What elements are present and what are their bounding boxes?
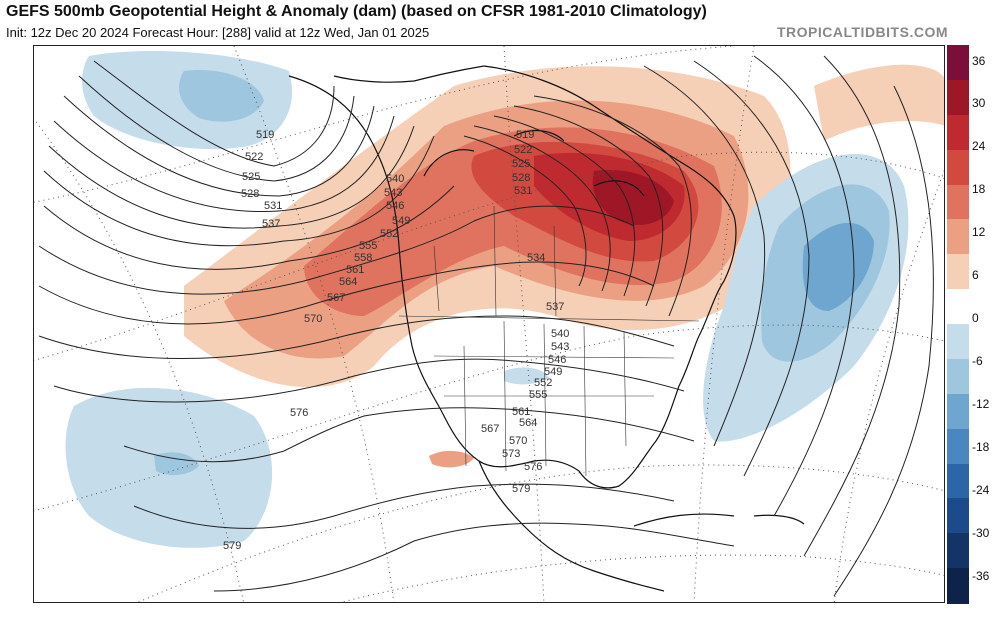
colorbar-label: -30 <box>972 526 990 540</box>
contour-label: 561 <box>346 264 364 276</box>
colorbar-segment <box>947 463 969 499</box>
contour-label: 537 <box>262 218 280 230</box>
contour-label: 555 <box>359 240 377 252</box>
lat-lon-grid <box>34 46 944 602</box>
contour-label: 522 <box>514 144 532 156</box>
contour-label: 528 <box>241 188 259 200</box>
contour-label: 576 <box>290 407 308 419</box>
colorbar-label: 24 <box>972 139 986 153</box>
chart-title: GEFS 500mb Geopotential Height & Anomaly… <box>6 3 707 20</box>
contour-label: 579 <box>223 540 241 552</box>
contour-label: 540 <box>551 328 569 340</box>
colorbar-segment <box>947 149 969 185</box>
colorbar-label: 18 <box>972 182 986 196</box>
contour-label: 531 <box>514 185 532 197</box>
contour-label: 561 <box>512 406 530 418</box>
colorbar-segment <box>947 428 969 464</box>
contour-label: 546 <box>386 200 404 212</box>
colorbar-segment <box>947 219 969 255</box>
positive-anomaly-layer <box>184 64 944 468</box>
contour-label: 564 <box>339 276 357 288</box>
contour-label: 552 <box>380 228 398 240</box>
contour-label: 549 <box>392 215 410 227</box>
height-contours <box>38 55 934 597</box>
forecast-map: 519 522 525 528 531 537 540 543 546 549 … <box>33 45 945 603</box>
colorbar-label: 0 <box>972 311 979 325</box>
colorbar-label: 6 <box>972 268 979 282</box>
colorbar-segment <box>947 358 969 395</box>
colorbar-label: -6 <box>972 354 983 368</box>
colorbar-label: 12 <box>972 225 986 239</box>
anomaly-colorbar <box>947 45 969 604</box>
contour-label: 519 <box>516 129 534 141</box>
contour-label: 552 <box>534 377 552 389</box>
colorbar-segment <box>947 324 969 360</box>
contour-label: 546 <box>548 354 566 366</box>
contour-label: 519 <box>256 129 274 141</box>
colorbar-segment <box>947 45 969 81</box>
colorbar-segment <box>947 498 969 534</box>
contour-label: 525 <box>242 171 260 183</box>
colorbar-segment <box>947 289 969 325</box>
colorbar-segment <box>947 533 969 569</box>
colorbar-label: -36 <box>972 569 990 583</box>
colorbar-label: 30 <box>972 96 986 110</box>
chart-subtitle: Init: 12z Dec 20 2024 Forecast Hour: [28… <box>6 25 430 40</box>
contour-label: 531 <box>264 200 282 212</box>
brand-watermark[interactable]: TROPICALTIDBITS.COM <box>776 24 948 40</box>
contour-label: 570 <box>509 435 527 447</box>
contour-label: 570 <box>304 313 322 325</box>
contour-label: 555 <box>529 389 547 401</box>
contour-label: 558 <box>354 252 372 264</box>
contour-label: 564 <box>519 417 537 429</box>
contour-label: 534 <box>527 252 545 264</box>
map-svg: 519 522 525 528 531 537 540 543 546 549 … <box>34 46 944 602</box>
contour-label: 522 <box>245 151 263 163</box>
contour-label: 525 <box>512 158 530 170</box>
colorbar-label: -12 <box>972 397 990 411</box>
colorbar-label: -18 <box>972 440 990 454</box>
contour-label: 540 <box>386 173 404 185</box>
colorbar-label: 36 <box>972 54 986 68</box>
colorbar-segment <box>947 254 969 290</box>
contour-label: 528 <box>512 172 530 184</box>
colorbar-segment <box>947 79 969 116</box>
contour-label: 579 <box>512 483 530 495</box>
contour-label: 537 <box>546 301 564 313</box>
contour-label: 576 <box>524 461 542 473</box>
contour-label: 549 <box>544 366 562 378</box>
contour-label: 543 <box>384 187 402 199</box>
contour-label: 567 <box>481 423 499 435</box>
colorbar-segment <box>947 393 969 430</box>
colorbar-segment <box>947 568 969 604</box>
colorbar-segment <box>947 114 969 151</box>
colorbar-label: -24 <box>972 483 990 497</box>
coastlines <box>288 65 805 592</box>
colorbar-segment <box>947 184 969 220</box>
contour-label: 543 <box>551 341 569 353</box>
contour-label: 573 <box>502 448 520 460</box>
contour-labels: 519 522 525 528 531 537 540 543 546 549 … <box>223 129 569 552</box>
contour-label: 567 <box>327 292 345 304</box>
